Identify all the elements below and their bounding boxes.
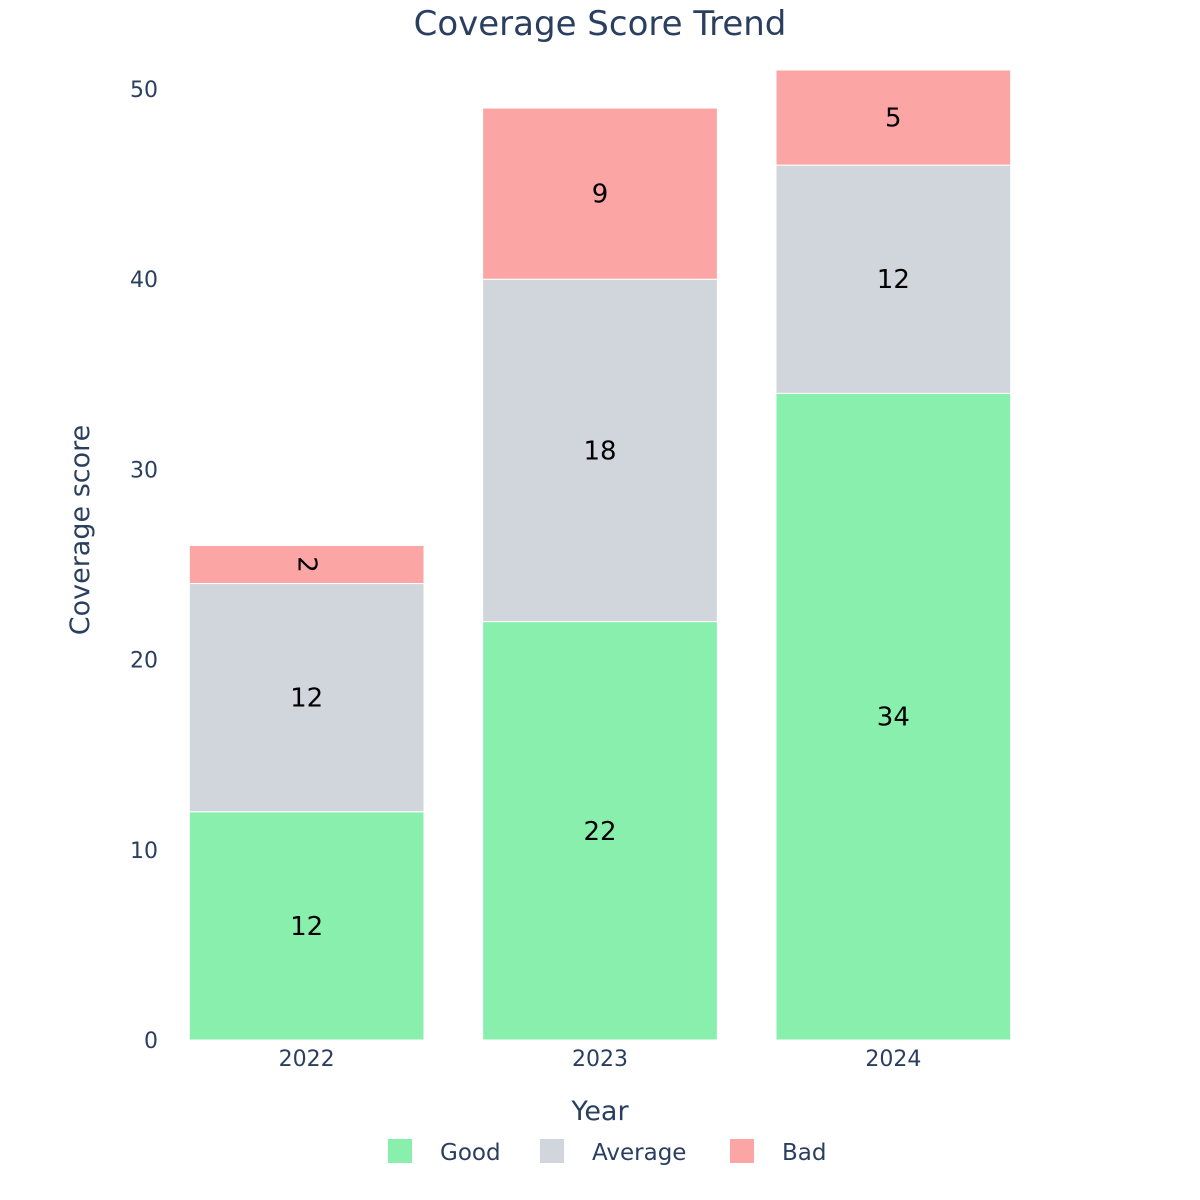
bar-segment-good-2023 bbox=[482, 621, 718, 1041]
y-axis-title: Coverage score bbox=[65, 425, 96, 636]
x-tick-label: 2024 bbox=[865, 1047, 921, 1072]
y-tick-label: 40 bbox=[130, 268, 158, 293]
bar-value-label: 12 bbox=[877, 265, 910, 295]
x-axis-title: Year bbox=[570, 1096, 629, 1127]
legend-swatch-good bbox=[388, 1139, 412, 1163]
bars-group bbox=[188, 69, 1012, 1041]
legend-swatch-average bbox=[540, 1139, 564, 1163]
bar-value-label: 22 bbox=[583, 817, 616, 847]
bar-value-label: 9 bbox=[592, 180, 609, 210]
legend: Good Average Bad bbox=[388, 1139, 826, 1166]
bar-segment-average-2022 bbox=[188, 583, 425, 813]
bar-segment-average-2023 bbox=[482, 278, 718, 623]
bar-segment-average-2024 bbox=[775, 164, 1012, 394]
bar-segment-good-2022 bbox=[188, 811, 425, 1041]
x-axis-ticks: 2022 2023 2024 bbox=[279, 1047, 922, 1072]
bar-segment-bad-2022 bbox=[188, 544, 425, 585]
y-tick-label: 30 bbox=[130, 458, 158, 483]
y-tick-label: 0 bbox=[144, 1029, 158, 1054]
y-tick-label: 50 bbox=[130, 78, 158, 103]
x-tick-label: 2022 bbox=[279, 1047, 335, 1072]
bar-segment-bad-2023 bbox=[482, 107, 718, 280]
legend-label-average: Average bbox=[592, 1140, 686, 1166]
legend-label-good: Good bbox=[440, 1140, 501, 1166]
legend-swatch-bad bbox=[730, 1139, 754, 1163]
y-axis-ticks: 0 10 20 30 40 50 bbox=[130, 78, 158, 1054]
bar-value-label: 2 bbox=[292, 556, 322, 573]
bar-value-label: 12 bbox=[290, 684, 323, 714]
x-tick-label: 2023 bbox=[572, 1047, 628, 1072]
y-tick-label: 10 bbox=[130, 839, 158, 864]
bar-value-label: 34 bbox=[877, 703, 910, 733]
chart-title: Coverage Score Trend bbox=[414, 4, 787, 44]
bar-segment-bad-2024 bbox=[775, 69, 1012, 166]
bar-segment-good-2024 bbox=[775, 392, 1012, 1041]
bar-value-label: 12 bbox=[290, 912, 323, 942]
legend-label-bad: Bad bbox=[782, 1140, 826, 1166]
bar-value-label: 18 bbox=[583, 436, 616, 466]
y-tick-label: 20 bbox=[130, 649, 158, 674]
bar-value-label: 5 bbox=[885, 104, 902, 134]
